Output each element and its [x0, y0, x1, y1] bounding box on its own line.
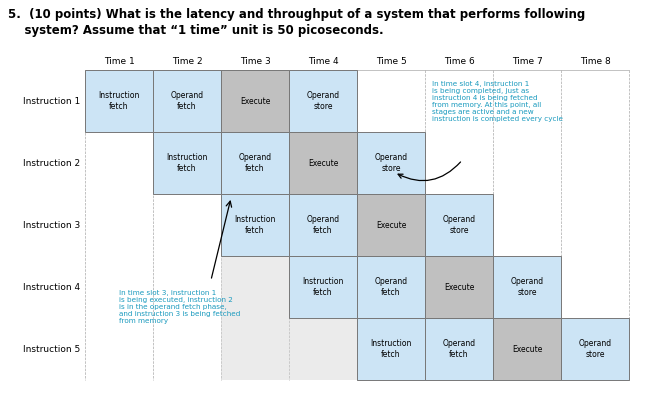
Text: Time 4: Time 4 [308, 56, 339, 65]
Bar [357, 132, 425, 194]
Bar [289, 194, 357, 256]
Text: Operand
fetch: Operand fetch [239, 153, 272, 173]
Text: Time 7: Time 7 [511, 56, 542, 65]
Text: Operand
store: Operand store [306, 91, 339, 111]
Text: system? Assume that “1 time” unit is 50 picoseconds.: system? Assume that “1 time” unit is 50 … [8, 24, 384, 37]
Bar [289, 70, 357, 380]
Bar [221, 70, 289, 380]
Text: Execute: Execute [376, 220, 406, 229]
Text: Time 5: Time 5 [375, 56, 406, 65]
Bar [561, 318, 629, 380]
Text: Instruction
fetch: Instruction fetch [303, 277, 344, 297]
Bar [425, 256, 493, 318]
Text: Time 2: Time 2 [172, 56, 203, 65]
Text: In time slot 4, instruction 1
is being completed, just as
instruction 4 is being: In time slot 4, instruction 1 is being c… [432, 81, 563, 122]
Text: Execute: Execute [240, 97, 270, 106]
Bar [357, 194, 425, 256]
Bar [289, 132, 357, 194]
Text: Operand
store: Operand store [375, 153, 408, 173]
Text: Instruction
fetch: Instruction fetch [98, 91, 140, 111]
Text: Operand
store: Operand store [510, 277, 544, 297]
Text: Operand
fetch: Operand fetch [375, 277, 408, 297]
Bar [289, 256, 357, 318]
Text: 5.  (10 points) What is the latency and throughput of a system that performs fol: 5. (10 points) What is the latency and t… [8, 8, 585, 21]
Bar [493, 256, 561, 318]
Bar [357, 256, 425, 318]
Bar [425, 194, 493, 256]
Text: Operand
fetch: Operand fetch [170, 91, 204, 111]
Text: Instruction
fetch: Instruction fetch [370, 339, 412, 359]
Bar [153, 132, 221, 194]
Bar [85, 70, 153, 132]
Bar [425, 318, 493, 380]
Text: Instruction
fetch: Instruction fetch [234, 215, 275, 235]
Text: In time slot 3, instruction 1
is being executed, instruction 2
is in the operand: In time slot 3, instruction 1 is being e… [119, 290, 241, 324]
Bar [221, 132, 289, 194]
Text: Operand
fetch: Operand fetch [442, 339, 475, 359]
Text: Time 1: Time 1 [104, 56, 134, 65]
Bar [153, 70, 221, 132]
Bar [221, 194, 289, 256]
Text: Instruction 5: Instruction 5 [23, 344, 80, 353]
Text: Operand
store: Operand store [442, 215, 475, 235]
Text: Operand
fetch: Operand fetch [306, 215, 339, 235]
Bar [357, 318, 425, 380]
Text: Time 8: Time 8 [580, 56, 610, 65]
Text: Operand
store: Operand store [579, 339, 611, 359]
Text: Instruction 3: Instruction 3 [23, 220, 80, 229]
Text: Instruction 2: Instruction 2 [23, 159, 80, 168]
Text: Execute: Execute [512, 344, 542, 353]
Text: Execute: Execute [444, 283, 474, 292]
Text: Time 3: Time 3 [240, 56, 270, 65]
Text: Execute: Execute [308, 159, 338, 168]
Bar [289, 70, 357, 132]
Text: Instruction 4: Instruction 4 [23, 283, 80, 292]
Text: Time 6: Time 6 [444, 56, 474, 65]
Text: Instruction 1: Instruction 1 [23, 97, 80, 106]
Bar [493, 318, 561, 380]
Text: Instruction
fetch: Instruction fetch [166, 153, 208, 173]
Bar [221, 70, 289, 132]
FancyArrowPatch shape [398, 162, 461, 181]
